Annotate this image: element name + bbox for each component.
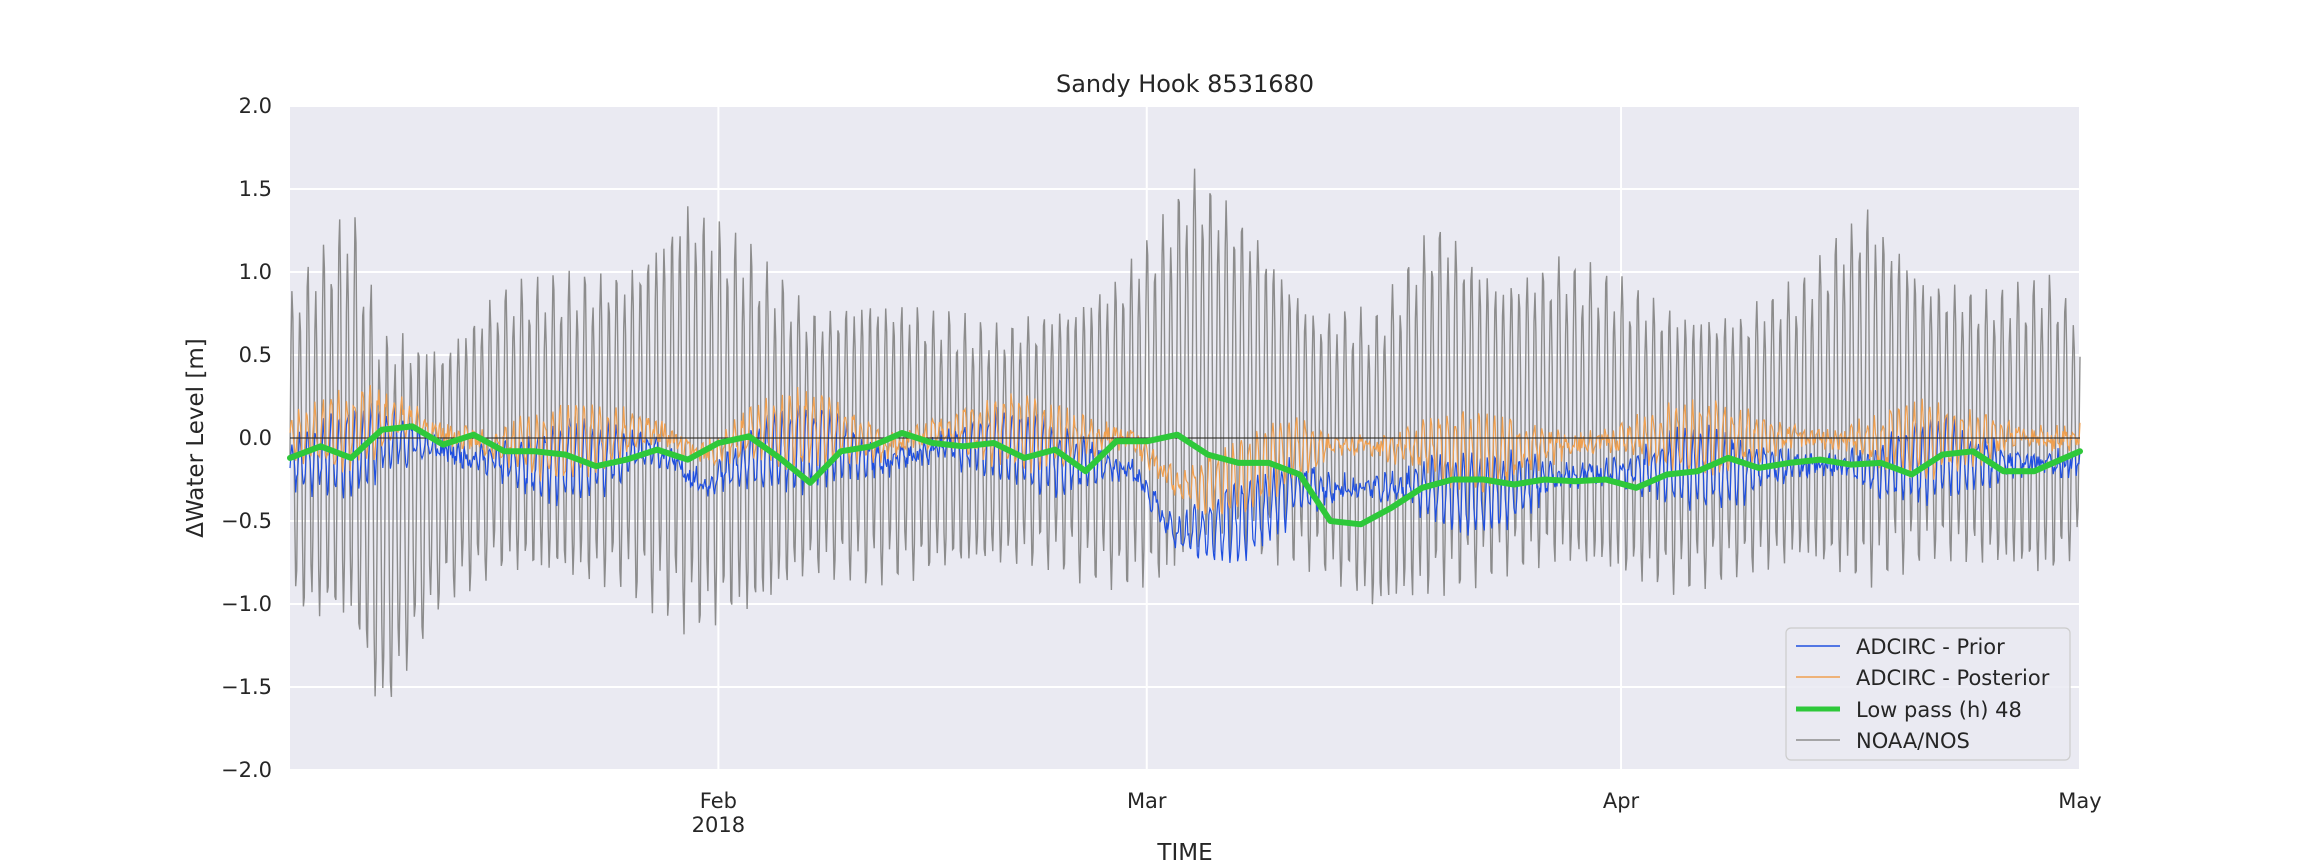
y-tick-label: 0.0 — [239, 426, 272, 450]
y-tick-label: 1.5 — [239, 177, 272, 201]
y-tick-label: 2.0 — [239, 94, 272, 118]
x-tick-label: Feb — [700, 789, 737, 813]
chart-title: Sandy Hook 8531680 — [1056, 70, 1314, 98]
legend-label-lowpass: Low pass (h) 48 — [1856, 698, 2022, 722]
series-line-noaa — [289, 168, 2081, 697]
series-layer — [287, 168, 2083, 697]
y-axis-label: ΔWater Level [m] — [183, 338, 209, 537]
legend-label-noaa: NOAA/NOS — [1856, 729, 1970, 753]
x-axis-label: TIME — [1156, 840, 1212, 864]
legend-label-posterior: ADCIRC - Posterior — [1856, 666, 2050, 690]
y-tick-label: −0.5 — [221, 509, 272, 533]
legend: ADCIRC - Prior ADCIRC - Posterior Low pa… — [1785, 627, 2071, 761]
series-line-prior — [289, 403, 2081, 563]
x-tick-label: Mar — [1127, 789, 1167, 813]
y-axis: −2.0 −1.5 −1.0 −0.5 0.0 0.5 1.0 1.5 2.0 — [221, 94, 272, 782]
legend-label-prior: ADCIRC - Prior — [1856, 635, 2005, 659]
series-line-posterior — [289, 384, 2081, 516]
y-tick-label: 0.5 — [239, 343, 272, 367]
x-tick-label: May — [2058, 789, 2101, 813]
legend-box — [1785, 627, 2071, 761]
x-tick-label: Apr — [1603, 789, 1640, 813]
x-tick-sublabel: 2018 — [692, 813, 745, 837]
y-tick-label: −1.5 — [221, 675, 272, 699]
y-tick-label: −1.0 — [221, 592, 272, 616]
y-tick-label: −2.0 — [221, 758, 272, 782]
y-tick-label: 1.0 — [239, 260, 272, 284]
series-line-lowpass — [287, 423, 2083, 528]
